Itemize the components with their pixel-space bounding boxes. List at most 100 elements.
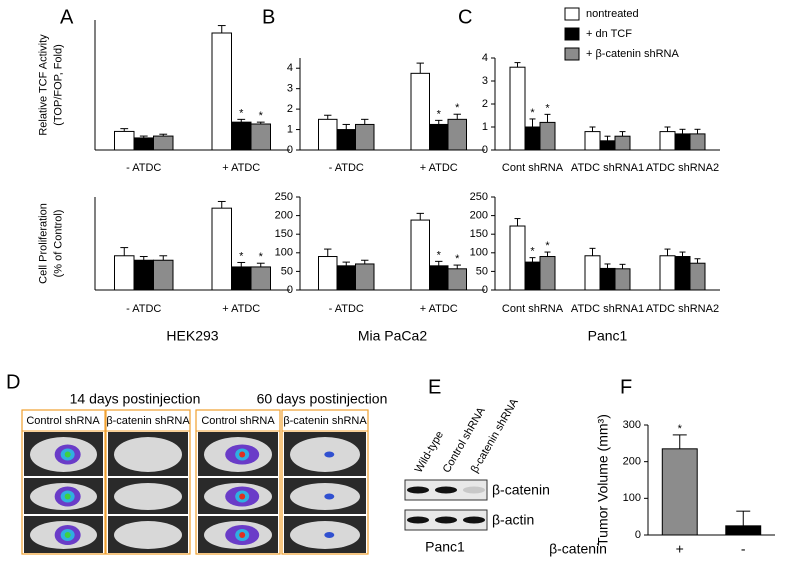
panel-letter: B: [262, 6, 275, 28]
significance: *: [530, 246, 535, 258]
band: [435, 486, 457, 494]
group-title: 14 days postinjection: [70, 391, 201, 407]
band-label: β-catenin: [492, 482, 550, 498]
bar: [447, 268, 467, 291]
bar: [539, 121, 556, 151]
cell-line: Panc1: [425, 539, 465, 555]
y-tick-label: 100: [470, 247, 488, 259]
significance: *: [545, 102, 550, 114]
bar: [318, 256, 338, 291]
y-tick-label: 150: [275, 228, 293, 240]
column-header: β-catenin shRNA: [106, 415, 190, 427]
bar: [153, 135, 174, 151]
bar: [114, 255, 135, 291]
panel-letter: A: [60, 6, 74, 28]
signal: [64, 493, 71, 500]
bar: [674, 133, 691, 151]
significance: *: [678, 423, 683, 435]
bar: [659, 255, 676, 291]
y-tick-label: 200: [623, 456, 641, 468]
y-axis-label: (% of Control): [52, 210, 64, 278]
y-tick-label: 0: [287, 284, 293, 296]
significance: *: [530, 107, 535, 119]
legend-label: + dn TCF: [586, 28, 632, 40]
band: [463, 516, 485, 524]
image-frame: [21, 409, 106, 555]
signal: [64, 532, 71, 538]
x-axis-label: β-catenin: [549, 541, 607, 557]
band: [463, 486, 485, 494]
x-axis-label: HEK293: [166, 328, 218, 344]
significance: *: [259, 251, 264, 263]
bar: [211, 32, 232, 151]
x-tick-label: Cont shRNA: [502, 303, 564, 315]
legend-label: nontreated: [586, 8, 639, 20]
y-tick-label: 250: [470, 191, 488, 203]
bar: [336, 129, 356, 151]
y-axis-label: Relative TCF Activity: [37, 34, 49, 136]
x-tick-label: + ATDC: [420, 303, 458, 315]
panel-letter: F: [620, 376, 632, 398]
x-tick-label: +: [676, 541, 684, 557]
x-axis-label: Panc1: [588, 328, 628, 344]
bar: [250, 123, 271, 151]
y-axis-label: (TOP/FOP, Fold): [52, 44, 64, 126]
bar: [231, 266, 252, 291]
bar: [429, 123, 449, 151]
significance: *: [437, 108, 442, 120]
y-tick-label: 3: [482, 75, 488, 87]
y-tick-label: 50: [281, 265, 293, 277]
bar: [509, 225, 526, 291]
bar: [661, 448, 698, 536]
x-tick-label: - ATDC: [329, 303, 364, 315]
bar: [725, 525, 762, 536]
signal: [239, 451, 246, 458]
band: [435, 516, 457, 524]
bar: [599, 140, 616, 151]
band-label: β-actin: [492, 512, 534, 528]
bar: [599, 267, 616, 291]
signal: [239, 532, 246, 538]
mouse: [114, 437, 182, 472]
column-header: β-catenin shRNA: [283, 415, 367, 427]
bar: [447, 118, 467, 151]
panel-letter: E: [428, 376, 441, 398]
column-header: Control shRNA: [201, 415, 275, 427]
y-tick-label: 0: [482, 144, 488, 156]
group-title: 60 days postinjection: [257, 391, 388, 407]
y-tick-label: 100: [623, 492, 641, 504]
bar: [410, 219, 430, 291]
bar: [114, 130, 135, 151]
panel-letter: C: [458, 6, 472, 28]
x-tick-label: - ATDC: [126, 303, 161, 315]
y-tick-label: 150: [470, 228, 488, 240]
y-tick-label: 100: [275, 247, 293, 259]
mouse: [114, 521, 182, 549]
y-tick-label: 0: [287, 144, 293, 156]
image-frame: [105, 409, 191, 555]
bar: [614, 268, 631, 291]
bar: [211, 207, 232, 291]
bar: [614, 135, 631, 151]
band: [407, 516, 429, 524]
x-tick-label: ATDC shRNA2: [646, 303, 719, 315]
significance: *: [239, 107, 244, 119]
x-tick-label: -: [741, 541, 746, 557]
bar: [250, 266, 271, 291]
signal: [324, 451, 335, 458]
image-frame: [281, 409, 369, 555]
bar: [689, 133, 706, 151]
x-tick-label: Cont shRNA: [502, 162, 564, 174]
bar: [410, 72, 430, 151]
image-frame: [195, 409, 281, 555]
x-tick-label: + ATDC: [222, 303, 260, 315]
signal: [239, 493, 246, 500]
mouse: [114, 483, 182, 510]
legend-label: + β-catenin shRNA: [586, 48, 680, 60]
bar: [674, 256, 691, 291]
y-axis-label: Cell Proliferation: [37, 203, 49, 284]
bar: [355, 123, 375, 151]
y-tick-label: 4: [482, 52, 488, 64]
legend-swatch: [564, 7, 580, 21]
signal: [324, 532, 335, 538]
